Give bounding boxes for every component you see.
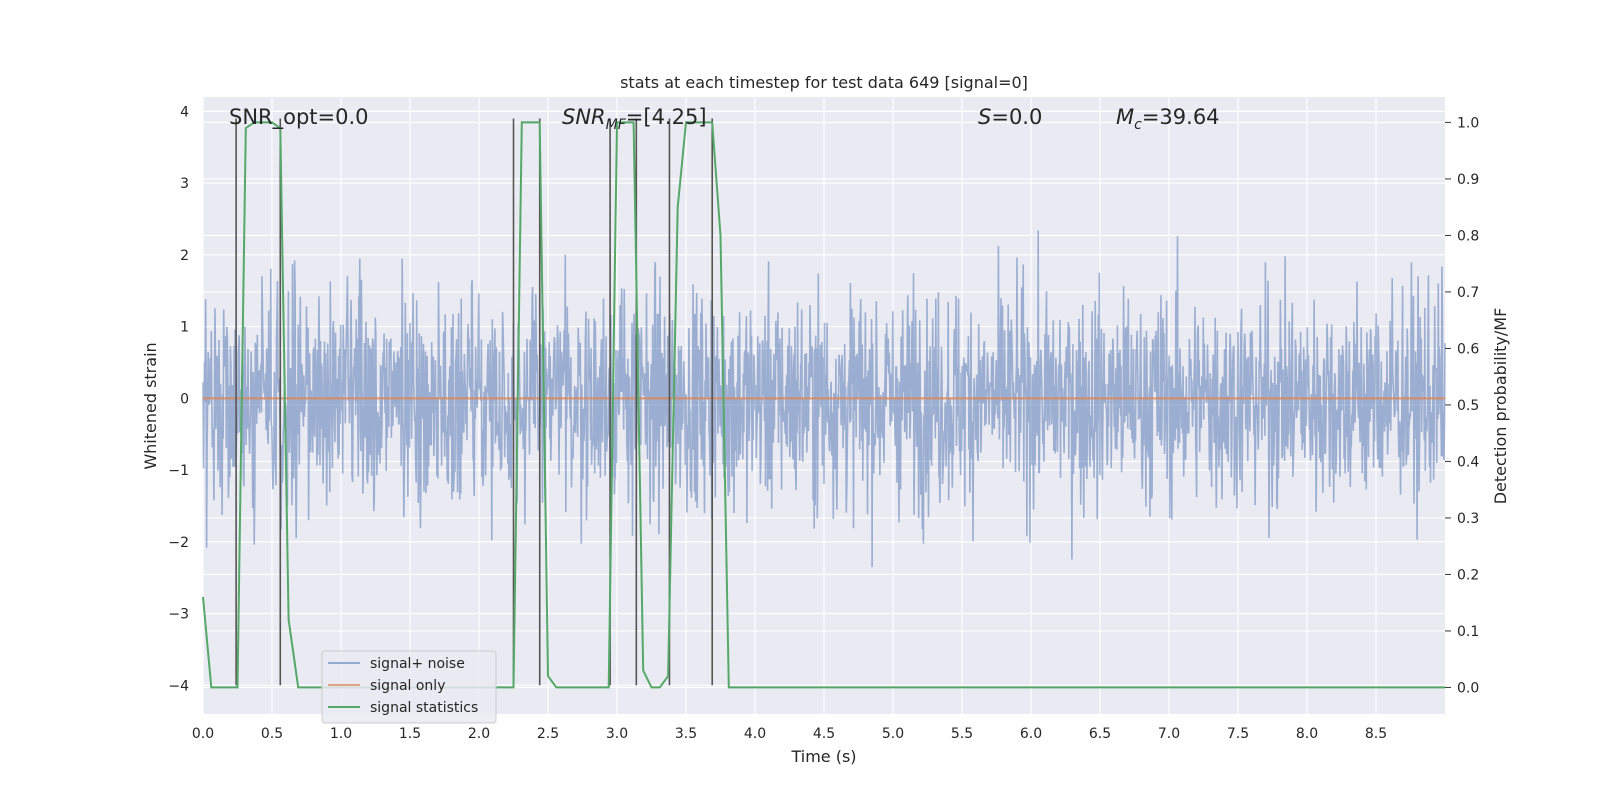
legend: signal+ noise signal only signal statist… xyxy=(321,650,497,724)
right-y-tick-label: 0.9 xyxy=(1457,172,1479,188)
x-tick-label: 8.0 xyxy=(1296,726,1318,742)
y-tick-label: 2 xyxy=(180,248,189,264)
annotation-s-value: =0.0 xyxy=(991,105,1042,129)
y-tick-label: 3 xyxy=(180,176,189,192)
x-tick-label: 2.5 xyxy=(537,726,559,742)
x-tick-label: 7.0 xyxy=(1158,726,1180,742)
right-y-axis-ticks: 1.0 0.9 0.8 0.7 0.6 0.5 0.4 0.3 0.2 0.1 0.0 xyxy=(1445,115,1479,696)
annotation-snr-opt: SNR_opt=0.0 xyxy=(229,105,369,130)
y-tick-label: 1 xyxy=(180,320,189,336)
right-y-tick-label: 0.6 xyxy=(1457,341,1479,357)
x-tick-label: 1.5 xyxy=(399,726,421,742)
x-axis-ticks: 0.0 0.5 1.0 1.5 2.0 2.5 3.0 3.5 4.0 4.5 5.0 5.5 6.0 6… xyxy=(192,726,1387,742)
annotation-mc-base: M xyxy=(1116,105,1134,129)
x-tick-label: 5.0 xyxy=(882,726,904,742)
x-tick-label: 6.5 xyxy=(1089,726,1111,742)
x-tick-label: 0.5 xyxy=(261,726,283,742)
legend-label-signal-noise: signal+ noise xyxy=(370,656,465,672)
right-y-tick-label: 0.0 xyxy=(1457,680,1479,696)
signal-noise-line xyxy=(202,230,1446,568)
y-tick-label: −3 xyxy=(168,607,189,623)
right-y-tick-label: 0.1 xyxy=(1457,624,1479,640)
x-tick-label: 3.0 xyxy=(606,726,628,742)
x-tick-label: 8.5 xyxy=(1365,726,1387,742)
x-tick-label: 4.0 xyxy=(744,726,766,742)
series-signal-noise xyxy=(202,230,1446,568)
annotation-mc-sub: c xyxy=(1134,117,1142,133)
x-tick-label: 1.0 xyxy=(330,726,352,742)
annotation-mc-value: =39.64 xyxy=(1142,105,1220,129)
annotation-snr-mf-sub: MF xyxy=(606,117,627,133)
annotation-s-var: S xyxy=(978,105,991,129)
y-axis-ticks: 4 3 2 1 0 −1 −2 −3 −4 xyxy=(168,104,189,694)
right-y-tick-label: 0.7 xyxy=(1457,285,1479,301)
chart-title: stats at each timestep for test data 649… xyxy=(620,73,1028,92)
right-y-tick-label: 1.0 xyxy=(1457,115,1479,131)
y-tick-label: 4 xyxy=(180,104,189,120)
x-axis-label: Time (s) xyxy=(790,747,856,766)
right-y-tick-label: 0.4 xyxy=(1457,454,1479,470)
right-y-axis-label: Detection probability/MF xyxy=(1491,308,1510,505)
legend-label-signal-only: signal only xyxy=(370,678,445,694)
y-tick-label: −2 xyxy=(168,535,189,551)
vertical-markers xyxy=(235,118,714,686)
annotation-snr-mf-base: SNR xyxy=(562,105,606,129)
annotation-mc: Mc=39.64 xyxy=(1116,105,1220,133)
annotation-snr-mf-value: =[4.25] xyxy=(626,105,707,129)
y-axis-label: Whitened strain xyxy=(141,342,160,469)
right-y-tick-label: 0.2 xyxy=(1457,567,1479,583)
y-tick-label: −1 xyxy=(168,463,189,479)
annotation-s: S=0.0 xyxy=(978,105,1042,129)
x-tick-label: 6.0 xyxy=(1020,726,1042,742)
x-tick-label: 5.5 xyxy=(951,726,973,742)
legend-label-signal-statistics: signal statistics xyxy=(370,700,478,716)
right-y-tick-label: 0.8 xyxy=(1457,228,1479,244)
x-tick-label: 3.5 xyxy=(675,726,697,742)
x-tick-label: 0.0 xyxy=(192,726,214,742)
x-tick-label: 7.5 xyxy=(1227,726,1249,742)
right-y-tick-label: 0.5 xyxy=(1457,398,1479,414)
y-tick-label: −4 xyxy=(168,678,189,694)
annotation-snr-mf: SNRMF=[4.25] xyxy=(562,105,707,133)
legend-box xyxy=(321,650,497,724)
y-tick-label: 0 xyxy=(180,391,189,407)
right-y-tick-label: 0.3 xyxy=(1457,511,1479,527)
x-tick-label: 4.5 xyxy=(813,726,835,742)
x-tick-label: 2.0 xyxy=(468,726,490,742)
